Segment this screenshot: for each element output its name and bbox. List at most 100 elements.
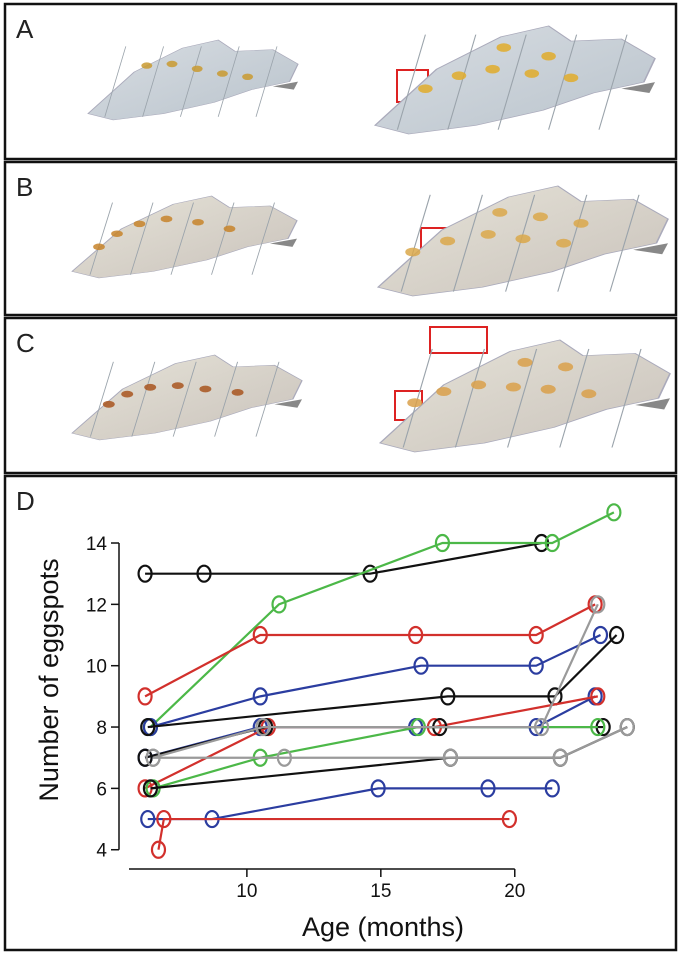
eggspot bbox=[231, 389, 244, 396]
data-point bbox=[442, 748, 459, 767]
data-point bbox=[137, 748, 153, 767]
eggspot bbox=[505, 382, 521, 392]
fin-ray bbox=[255, 361, 280, 437]
data-point bbox=[590, 717, 606, 737]
x-tick-label: 10 bbox=[236, 881, 257, 902]
data-point bbox=[544, 779, 560, 798]
fin-ray bbox=[454, 348, 485, 448]
y-tick-label: 12 bbox=[86, 595, 107, 616]
eggspot bbox=[191, 65, 203, 72]
series-line bbox=[149, 511, 615, 728]
data-point bbox=[150, 840, 167, 859]
eggspot bbox=[524, 69, 540, 78]
eggspot bbox=[581, 389, 597, 399]
fin-photo bbox=[71, 354, 303, 441]
y-axis-title: Number of eggspots bbox=[34, 558, 64, 801]
series-line bbox=[145, 541, 542, 575]
eggspot bbox=[496, 43, 512, 52]
eggspot bbox=[407, 398, 423, 408]
x-axis-title: Age (months) bbox=[302, 912, 464, 942]
series-line bbox=[157, 817, 510, 850]
data-point bbox=[252, 687, 268, 706]
data-point bbox=[528, 656, 544, 675]
eggspot bbox=[558, 362, 574, 372]
y-tick-label: 6 bbox=[96, 779, 107, 800]
fin-ray bbox=[217, 46, 240, 117]
fin-ray bbox=[402, 348, 433, 448]
fin-tip bbox=[272, 81, 298, 90]
data-point bbox=[370, 779, 386, 798]
fin-ray bbox=[452, 194, 483, 292]
data-point bbox=[528, 625, 544, 645]
data-point bbox=[590, 595, 606, 614]
data-point bbox=[590, 687, 606, 706]
fin-ray bbox=[130, 202, 154, 275]
data-point bbox=[137, 687, 153, 706]
eggspot bbox=[480, 230, 496, 239]
fin-tip bbox=[633, 243, 668, 255]
data-point bbox=[271, 595, 287, 614]
fin-ray bbox=[609, 194, 640, 292]
fin-ray bbox=[89, 202, 113, 275]
panel-label: D bbox=[16, 486, 35, 516]
panel-label: B bbox=[16, 172, 33, 202]
data-point bbox=[533, 717, 550, 737]
eggspot bbox=[160, 215, 173, 223]
eggspot bbox=[532, 212, 548, 222]
fin-ray bbox=[505, 194, 536, 292]
eggspot bbox=[418, 84, 433, 93]
fin-ray bbox=[255, 46, 278, 117]
fin-ray bbox=[89, 361, 114, 437]
eggspot bbox=[141, 62, 153, 69]
y-tick-label: 10 bbox=[86, 657, 107, 678]
fin-ray bbox=[497, 34, 527, 130]
data-point bbox=[140, 717, 156, 737]
fin-ray bbox=[170, 202, 194, 275]
eggspot bbox=[166, 60, 178, 68]
eggspot bbox=[451, 71, 467, 80]
data-point bbox=[434, 533, 451, 553]
eggspot bbox=[563, 73, 579, 83]
eggspot bbox=[540, 384, 556, 394]
data-point bbox=[255, 717, 271, 737]
fin-photo bbox=[373, 25, 656, 135]
data-point bbox=[480, 779, 496, 798]
data-point bbox=[156, 809, 172, 829]
highlight-box bbox=[429, 326, 488, 354]
panel-label: C bbox=[16, 328, 35, 358]
data-point bbox=[142, 779, 159, 798]
data-point bbox=[196, 564, 212, 583]
fin-tip bbox=[274, 399, 302, 408]
eggspot bbox=[517, 357, 533, 367]
fin bbox=[71, 354, 303, 441]
fin-ray bbox=[179, 46, 202, 117]
fin-photo bbox=[71, 195, 298, 279]
series-line bbox=[150, 634, 601, 729]
eggspot bbox=[242, 73, 254, 80]
data-point bbox=[501, 809, 518, 829]
fin-photo bbox=[376, 185, 669, 297]
photo-panels: A B C D bbox=[3, 2, 678, 952]
eggspot bbox=[436, 387, 452, 396]
data-point bbox=[592, 625, 609, 645]
fin-ray bbox=[548, 34, 578, 130]
fin-ray bbox=[396, 34, 426, 130]
fin-ray bbox=[559, 348, 590, 448]
panel-label: A bbox=[16, 14, 34, 44]
data-point bbox=[413, 656, 429, 675]
eggspot bbox=[133, 220, 146, 228]
data-point bbox=[137, 564, 153, 583]
y-tick-label: 4 bbox=[96, 841, 107, 862]
fin-tip bbox=[621, 82, 655, 93]
data-point bbox=[606, 503, 622, 522]
fin-ray bbox=[557, 194, 588, 292]
eggspot bbox=[440, 236, 456, 246]
data-point bbox=[619, 717, 635, 737]
data-point bbox=[440, 687, 456, 706]
data-point bbox=[276, 748, 292, 767]
fin-ray bbox=[251, 202, 275, 275]
data-point bbox=[408, 625, 424, 645]
data-point bbox=[145, 748, 161, 767]
eggspot bbox=[199, 385, 212, 393]
series-line bbox=[144, 603, 596, 698]
